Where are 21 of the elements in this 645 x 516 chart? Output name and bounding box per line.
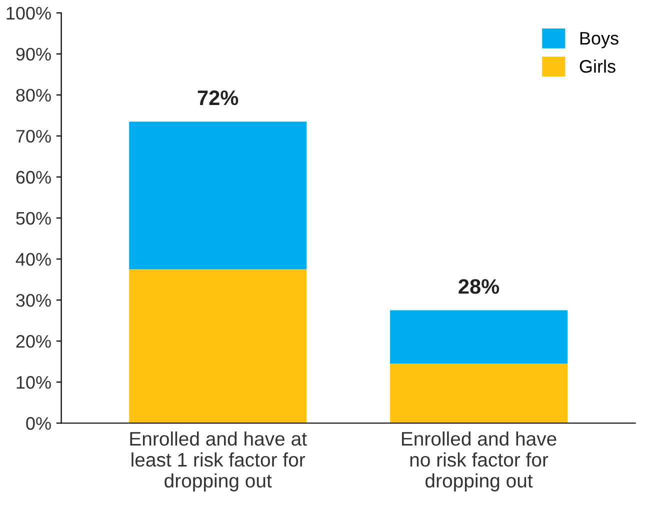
total-label: 72%: [198, 90, 238, 106]
y-tick-label: 60%: [16, 170, 51, 184]
bar: [129, 122, 307, 270]
y-tick-label: 100%: [6, 6, 51, 20]
x-tick-label: Enrolled and have at least 1 risk factor for dropping out: [130, 431, 307, 492]
y-tick-label: 20%: [16, 335, 51, 348]
y-tick-label: 70%: [16, 130, 51, 143]
bar: [390, 364, 568, 424]
x-tick-label: Enrolled and have no risk factor for dropping out: [402, 431, 556, 492]
y-tick-label: 0%: [26, 417, 51, 430]
bar: [390, 310, 568, 364]
y-tick-label: 30%: [16, 294, 51, 307]
y-tick-label: 40%: [16, 252, 51, 266]
bar: [129, 269, 307, 424]
y-tick-label: 10%: [16, 376, 51, 389]
legend-label: Boys: [580, 32, 618, 48]
legend-label: Girls: [580, 60, 616, 73]
y-tick-label: 50%: [16, 212, 51, 225]
y-tick-label: 80%: [16, 88, 51, 102]
y-tick-label: 90%: [16, 48, 51, 61]
total-label: 28%: [458, 279, 500, 294]
